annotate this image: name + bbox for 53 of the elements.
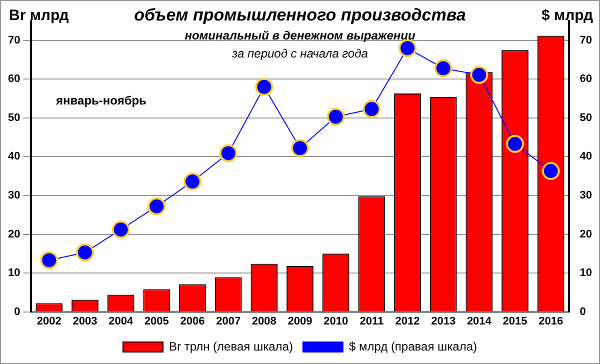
y-tick-label: 10 [8,267,20,280]
y2-tick-label: 40 [580,150,592,163]
x-tick-label: 2011 [360,315,384,328]
x-tick-label: 2005 [144,315,169,328]
x-tick-label: 2012 [395,315,420,328]
y2-tick-label: 0 [580,306,586,318]
point [148,197,166,216]
x-tick-label: 2013 [431,315,456,328]
point [255,78,274,96]
point [434,59,452,78]
y-tick-label: 20 [8,228,20,240]
x-tick-label: 2008 [252,315,276,328]
y-tick-label: 0 [14,306,20,318]
x-tick-label: 2003 [72,315,98,328]
y2-tick-label: 20 [580,228,592,240]
y2-tick-label: 50 [580,112,592,124]
x-tick-label: 2014 [466,315,492,328]
y2-tick-label: 30 [580,190,592,202]
point [219,144,238,162]
point [326,108,345,126]
point [112,220,130,239]
annotation: январь-ноябрь [56,93,146,108]
chart-title: объем промышленного производства [134,6,466,25]
x-tick-label: 2015 [502,315,528,328]
point [362,100,381,118]
point [40,251,58,270]
x-tick-label: 2004 [108,315,134,328]
y-axis-title: Br млрд [9,7,70,24]
y-tick-label: 70 [8,34,20,46]
x-tick-label: 2002 [36,315,62,328]
y2-tick-label: 70 [580,34,592,46]
legend-label: $ млрд (правая шкала) [348,339,478,354]
x-tick-label: 2016 [538,315,564,328]
annotation: за период с начала года [231,46,368,60]
y-tick-label: 30 [8,190,20,202]
y-tick-label: 50 [8,112,20,124]
point [291,139,309,158]
x-tick-label: 2007 [216,315,241,328]
y-tick-label: 40 [8,150,20,163]
legend-label: Br трлн (левая шкала) [168,339,293,354]
x-tick-label: 2009 [288,315,312,328]
y2-tick-label: 60 [580,73,592,86]
point [542,162,560,180]
y-tick-label: 60 [8,73,20,86]
point [470,66,488,84]
point [76,243,94,262]
text: номинальный в денежном выражении [184,28,416,42]
y2-axis-title: $ млрд [542,7,594,24]
x-tick-label: 2006 [180,315,205,328]
x-tick-label: 2010 [324,315,348,328]
y2-tick-label: 10 [580,267,592,280]
point [506,134,524,153]
point [183,172,202,191]
